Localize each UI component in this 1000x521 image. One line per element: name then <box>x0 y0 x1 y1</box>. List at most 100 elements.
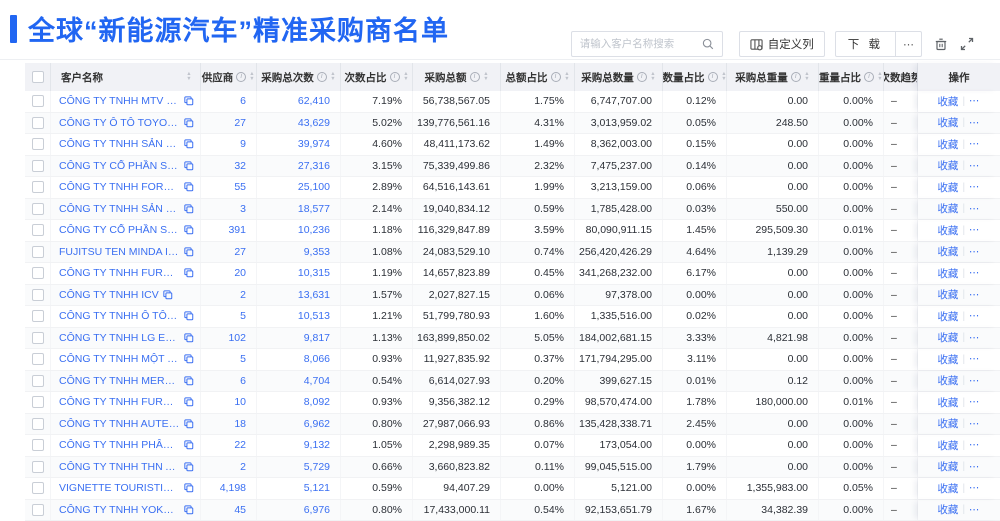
info-icon[interactable]: i <box>316 72 327 82</box>
customer-name-link[interactable]: CÔNG TY TNHH SẢN XUẤT VÀ ... <box>59 202 180 215</box>
row-checkbox[interactable] <box>31 288 44 301</box>
copy-icon[interactable] <box>184 247 194 257</box>
customer-name-link[interactable]: FUJITSU TEN MINDA INDIA PVT... <box>59 245 180 258</box>
copy-icon[interactable] <box>184 354 194 364</box>
sort-icon[interactable]: ▲ ▼ <box>249 71 255 82</box>
column-header-trend[interactable]: 次数趋势 <box>884 63 918 91</box>
sort-asc-caret[interactable]: ▲ <box>720 71 727 77</box>
row-checkbox[interactable] <box>31 460 44 473</box>
purchase-count-cell[interactable]: 25,100 <box>257 177 341 198</box>
row-checkbox[interactable] <box>31 482 44 495</box>
sort-desc-caret[interactable]: ▼ <box>482 76 489 82</box>
favorite-button[interactable]: 收藏 <box>937 504 959 517</box>
copy-icon[interactable] <box>184 462 194 472</box>
row-checkbox[interactable] <box>31 245 44 258</box>
copy-icon[interactable] <box>184 204 194 214</box>
row-checkbox[interactable] <box>31 138 44 151</box>
favorite-button[interactable]: 收藏 <box>937 224 959 237</box>
favorite-button[interactable]: 收藏 <box>937 246 959 259</box>
supplier-count-cell[interactable]: 9 <box>201 134 257 155</box>
column-header-action[interactable]: 操作 <box>918 63 1000 91</box>
sort-icon[interactable]: ▲ ▼ <box>330 71 336 82</box>
delete-button[interactable] <box>934 37 948 51</box>
sort-desc-caret[interactable]: ▼ <box>650 76 656 82</box>
copy-icon[interactable] <box>184 397 194 407</box>
copy-icon[interactable] <box>184 483 194 493</box>
sort-asc-caret[interactable]: ▲ <box>804 71 810 77</box>
customer-name-link[interactable]: CÔNG TY TNHH AUTEL VIỆT N... <box>59 417 180 430</box>
copy-icon[interactable] <box>184 268 194 278</box>
row-more-button[interactable]: ⋯ <box>969 116 981 129</box>
row-more-button[interactable]: ⋯ <box>969 460 981 473</box>
favorite-button[interactable]: 收藏 <box>937 95 959 108</box>
row-checkbox[interactable] <box>31 396 44 409</box>
customer-name-link[interactable]: CÔNG TY TNHH Ô TÔ MITSUBI... <box>59 310 180 323</box>
row-more-button[interactable]: ⋯ <box>969 95 981 108</box>
supplier-count-cell[interactable]: 32 <box>201 155 257 176</box>
sort-desc-caret[interactable]: ▼ <box>249 76 255 82</box>
favorite-button[interactable]: 收藏 <box>937 482 959 495</box>
favorite-button[interactable]: 收藏 <box>937 353 959 366</box>
purchase-count-cell[interactable]: 43,629 <box>257 112 341 133</box>
sort-icon[interactable]: ▲ ▼ <box>563 71 570 82</box>
favorite-button[interactable]: 收藏 <box>937 418 959 431</box>
purchase-count-cell[interactable]: 8,092 <box>257 392 341 413</box>
info-icon[interactable]: i <box>469 72 480 82</box>
sort-desc-caret[interactable]: ▼ <box>877 76 883 82</box>
customer-name-link[interactable]: VIGNETTE TOURISTIQUE G UNI... <box>59 482 180 495</box>
purchase-count-cell[interactable]: 8,066 <box>257 349 341 370</box>
purchase-count-cell[interactable]: 9,353 <box>257 241 341 262</box>
purchase-count-cell[interactable]: 39,974 <box>257 134 341 155</box>
supplier-count-cell[interactable]: 6 <box>201 91 257 112</box>
search-icon[interactable] <box>702 38 714 50</box>
copy-icon[interactable] <box>184 311 194 321</box>
customer-name-link[interactable]: CÔNG TY TNHH PHÂN PHỐI T... <box>59 439 180 452</box>
supplier-count-cell[interactable]: 27 <box>201 112 257 133</box>
row-more-button[interactable]: ⋯ <box>969 374 981 387</box>
select-all-checkbox[interactable] <box>31 71 44 83</box>
info-icon[interactable]: i <box>864 72 875 82</box>
favorite-button[interactable]: 收藏 <box>937 267 959 280</box>
row-more-button[interactable]: ⋯ <box>969 503 981 516</box>
copy-icon[interactable] <box>163 290 173 300</box>
download-more-button[interactable]: ⋯ <box>896 31 922 57</box>
customer-name-link[interactable]: CÔNG TY TNHH FORD VIỆT NAM <box>59 181 180 194</box>
copy-icon[interactable] <box>184 440 194 450</box>
purchase-count-cell[interactable]: 9,132 <box>257 435 341 456</box>
row-checkbox[interactable] <box>31 503 44 516</box>
supplier-count-cell[interactable]: 6 <box>201 370 257 391</box>
customer-name-link[interactable]: CÔNG TY TNHH ICV <box>59 288 159 301</box>
row-checkbox[interactable] <box>31 116 44 129</box>
purchase-count-cell[interactable]: 10,236 <box>257 220 341 241</box>
row-checkbox[interactable] <box>31 439 44 452</box>
supplier-count-cell[interactable]: 3 <box>201 198 257 219</box>
customer-name-link[interactable]: CÔNG TY TNHH SẢN XUẤT VÀ ... <box>59 138 180 151</box>
supplier-count-cell[interactable]: 5 <box>201 349 257 370</box>
sort-desc-caret[interactable]: ▼ <box>563 76 570 82</box>
column-header-weight_pct[interactable]: 重量占比 i ▲ ▼ <box>819 63 884 91</box>
purchase-count-cell[interactable]: 10,513 <box>257 306 341 327</box>
copy-icon[interactable] <box>184 333 194 343</box>
customer-name-link[interactable]: CÔNG TY TNHH YOKOWO VIỆT... <box>59 503 180 516</box>
customer-name-link[interactable]: CÔNG TY TNHH FURUKAWA A... <box>59 396 180 409</box>
favorite-button[interactable]: 收藏 <box>937 461 959 474</box>
purchase-count-cell[interactable]: 62,410 <box>257 91 341 112</box>
row-more-button[interactable]: ⋯ <box>969 288 981 301</box>
sort-icon[interactable]: ▲ ▼ <box>482 71 489 82</box>
column-header-weight[interactable]: 采购总重量 i ▲ ▼ <box>727 63 819 91</box>
sort-asc-caret[interactable]: ▲ <box>402 71 409 77</box>
row-more-button[interactable]: ⋯ <box>969 396 981 409</box>
info-icon[interactable]: i <box>550 72 561 82</box>
customer-search-box[interactable] <box>570 31 723 57</box>
column-header-supplier[interactable]: 供应商 i ▲ ▼ <box>201 63 257 91</box>
copy-icon[interactable] <box>184 505 194 515</box>
sort-desc-caret[interactable]: ▼ <box>186 76 192 82</box>
customize-columns-button[interactable]: 自定义列 <box>738 31 825 57</box>
supplier-count-cell[interactable]: 55 <box>201 177 257 198</box>
supplier-count-cell[interactable]: 5 <box>201 306 257 327</box>
customer-name-link[interactable]: CÔNG TY TNHH MERCEDES–B... <box>59 374 180 387</box>
sort-icon[interactable]: ▲ ▼ <box>877 71 883 82</box>
purchase-count-cell[interactable]: 6,962 <box>257 413 341 434</box>
favorite-button[interactable]: 收藏 <box>937 138 959 151</box>
supplier-count-cell[interactable]: 20 <box>201 263 257 284</box>
